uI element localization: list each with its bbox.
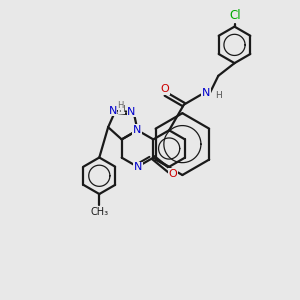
Text: H: H	[215, 91, 222, 100]
Text: N: N	[202, 88, 210, 98]
Text: H: H	[118, 105, 125, 114]
Text: CH₃: CH₃	[90, 207, 108, 217]
Text: N: N	[127, 107, 136, 117]
Text: O: O	[169, 169, 177, 179]
Text: N: N	[133, 125, 141, 135]
Text: O: O	[160, 84, 169, 94]
Text: N: N	[134, 162, 142, 172]
Text: N: N	[108, 106, 117, 116]
Text: Cl: Cl	[229, 9, 241, 22]
Text: H: H	[117, 100, 124, 109]
